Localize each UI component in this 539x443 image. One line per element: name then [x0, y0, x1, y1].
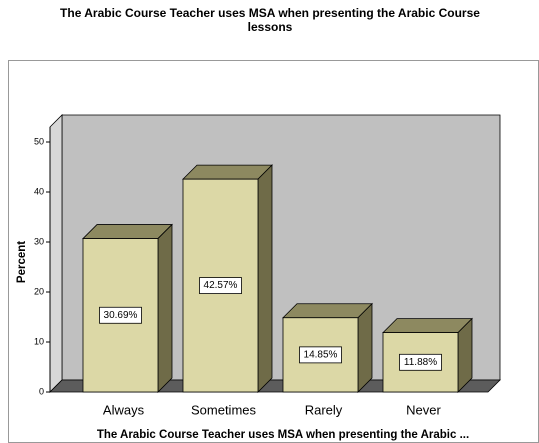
bar-top — [182, 164, 273, 180]
y-axis-title: Percent — [16, 241, 28, 283]
side-wall — [49, 114, 63, 393]
x-tick-label: Sometimes — [191, 402, 257, 417]
value-label-box — [299, 346, 342, 364]
value-label-box — [399, 353, 442, 371]
y-tick-label: 30 — [34, 236, 44, 246]
value-label-box — [99, 306, 142, 324]
value-label: 11.88% — [404, 357, 437, 368]
value-label: 42.57% — [204, 280, 238, 291]
y-tick-label: 10 — [34, 336, 44, 346]
value-label: 30.69% — [104, 310, 138, 321]
x-tick-label: Rarely — [305, 402, 343, 417]
x-axis-title: The Arabic Course Teacher uses MSA when … — [97, 429, 469, 441]
value-label: 14.85% — [304, 350, 338, 361]
y-tick-label: 40 — [34, 186, 44, 196]
y-tick-label: 20 — [34, 286, 44, 296]
bar-side — [257, 164, 273, 393]
chart-title: lessons — [248, 20, 293, 34]
y-tick-label: 0 — [39, 386, 44, 396]
bar-top — [282, 303, 373, 319]
bar-top — [382, 318, 473, 334]
x-tick-label: Never — [406, 402, 441, 417]
x-tick-label: Always — [103, 402, 145, 417]
bar-side — [357, 302, 373, 393]
bar-top — [82, 224, 173, 239]
chart-title: The Arabic Course Teacher uses MSA when … — [60, 6, 480, 20]
value-label-box — [199, 277, 242, 294]
y-tick-label: 50 — [34, 136, 44, 146]
bar-side — [157, 223, 173, 393]
